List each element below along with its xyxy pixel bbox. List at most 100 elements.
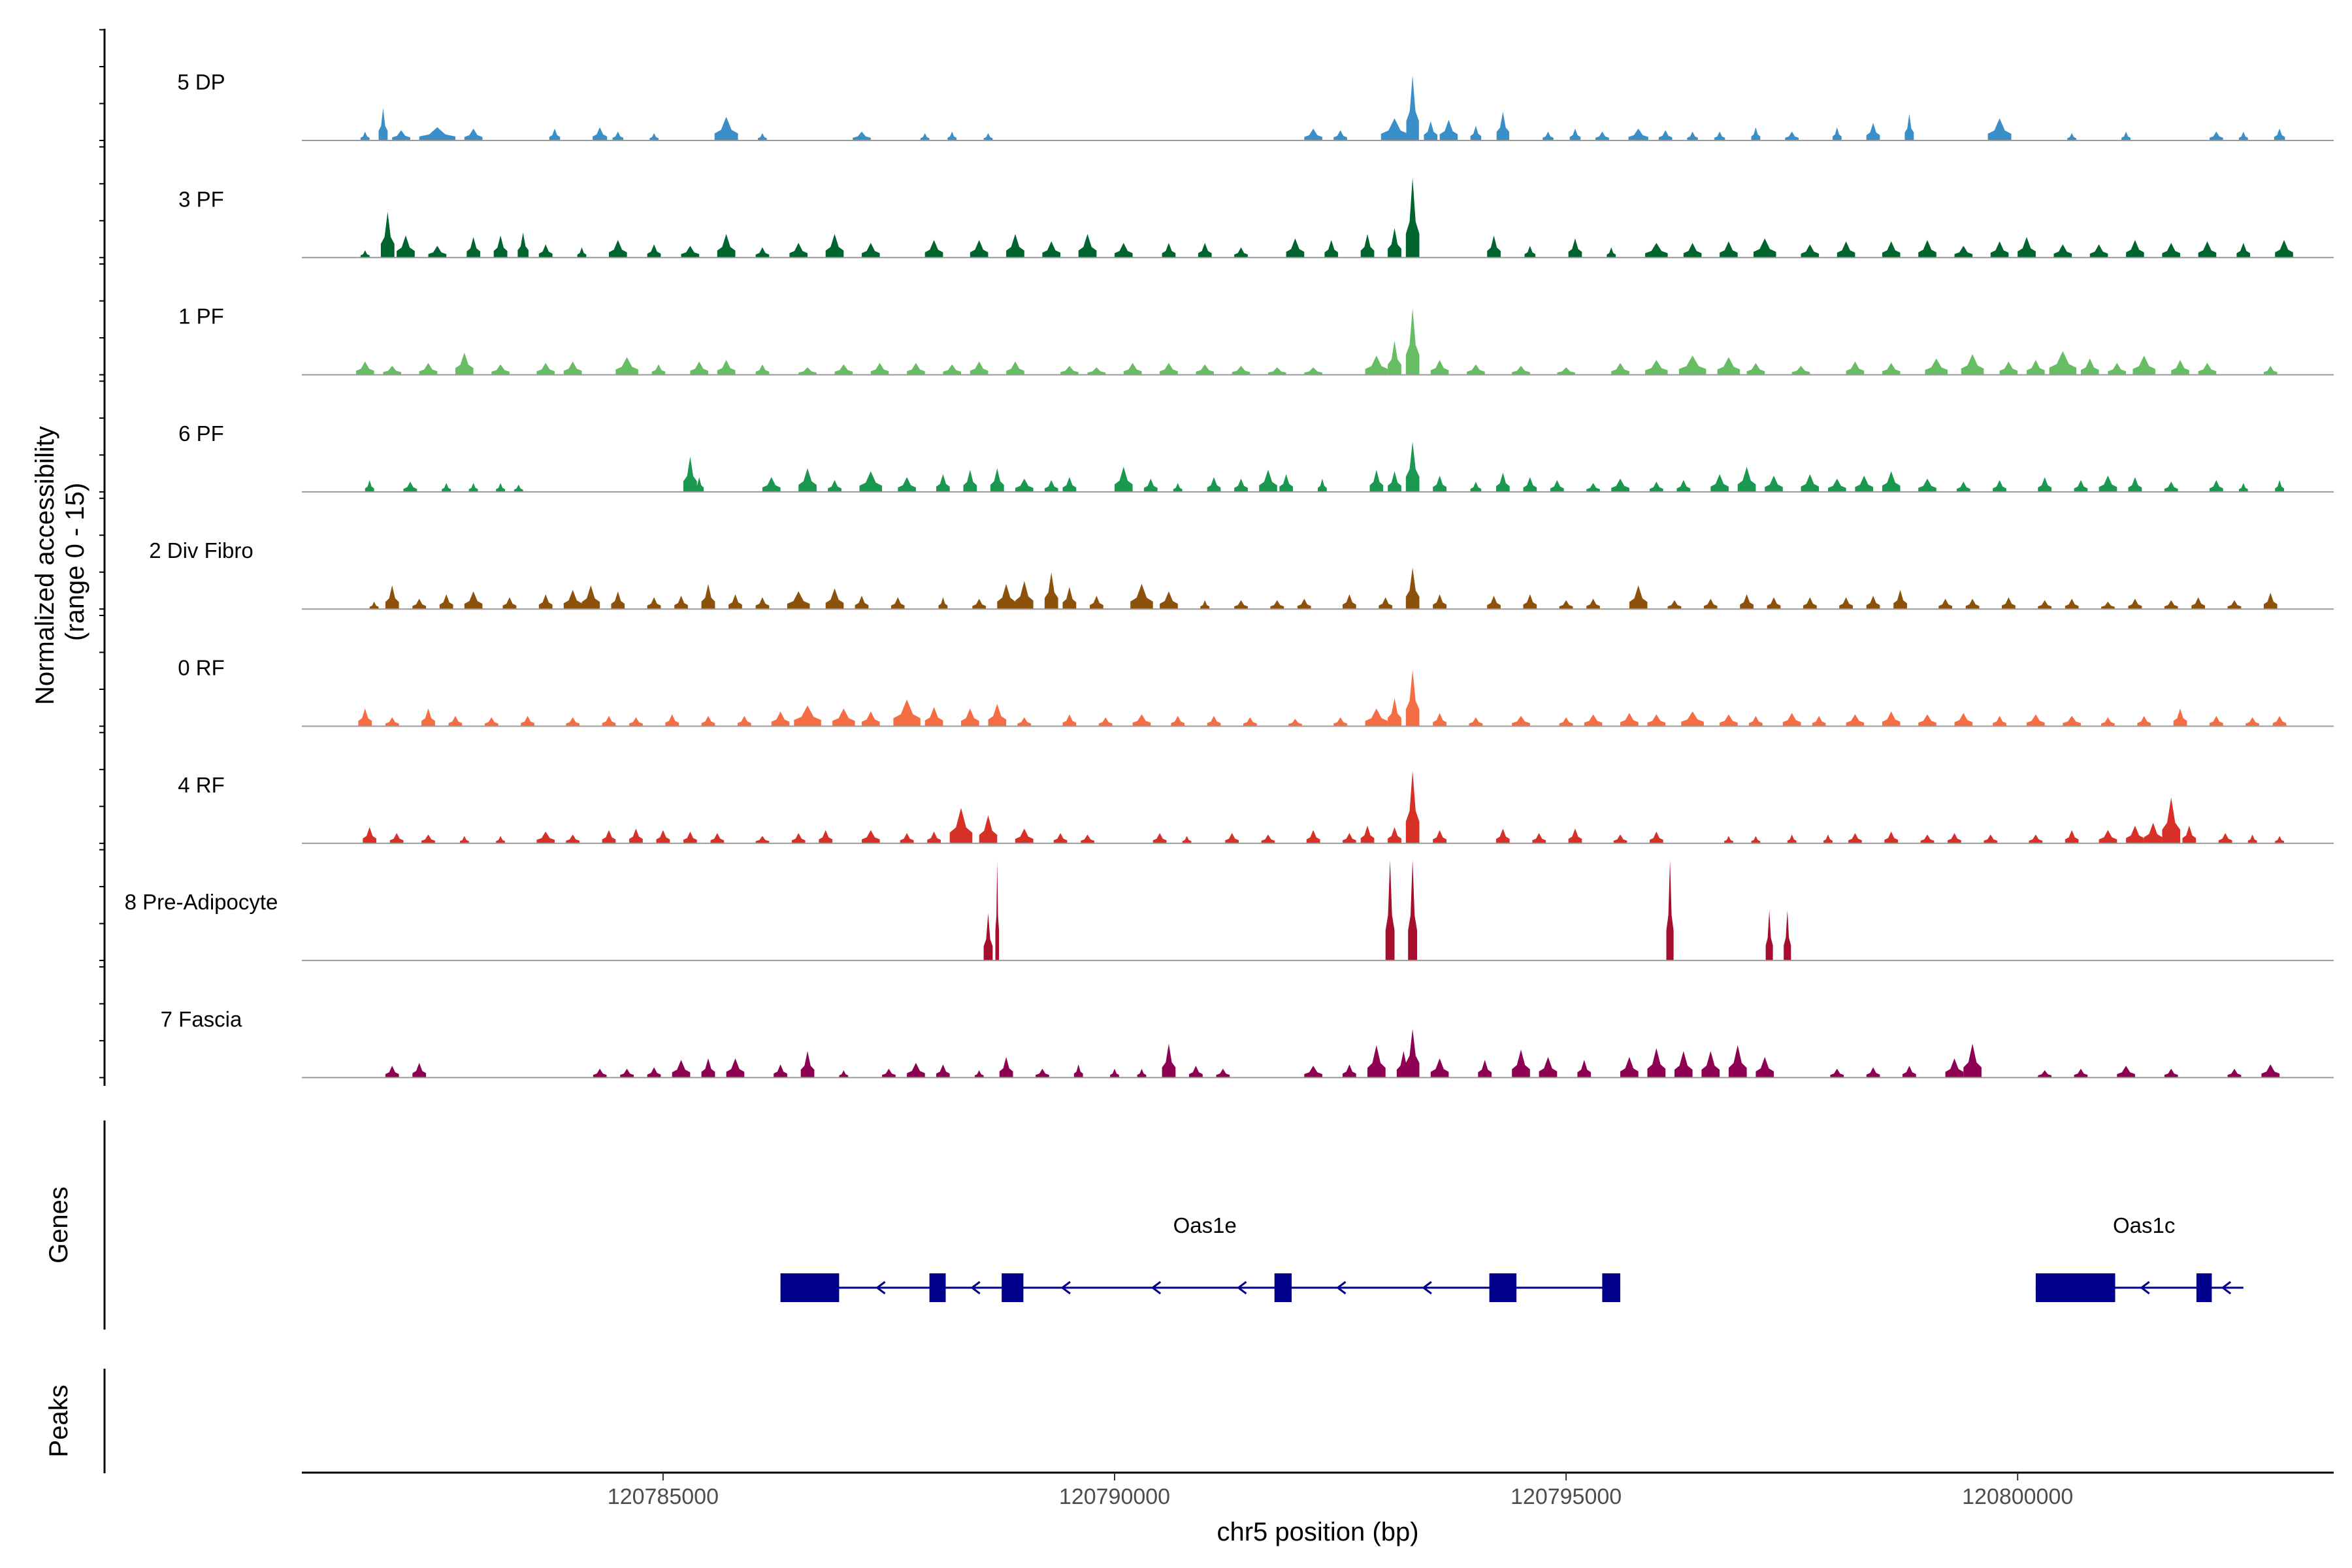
coverage-peak [1405, 670, 1420, 727]
coverage-peak [1710, 474, 1729, 492]
coverage-peak [1365, 355, 1388, 375]
coverage-peak [920, 133, 930, 140]
coverage-peak [2065, 598, 2079, 610]
coverage-peak [717, 360, 736, 375]
coverage-peak [1586, 483, 1600, 492]
coverage-peak [936, 1064, 950, 1078]
coverage-peak [787, 591, 810, 610]
coverage-peak [2275, 240, 2293, 258]
y-axis-title: Normalized accessibility (range 0 - 15) [31, 419, 90, 705]
coverage-peak [853, 131, 871, 140]
coverage-peak [970, 361, 988, 375]
strand-arrow [1237, 1281, 1247, 1295]
x-tick-label: 120800000 [1962, 1484, 2073, 1509]
coverage-peak [1044, 572, 1058, 610]
coverage-peak [1160, 591, 1178, 610]
coverage-peak [538, 594, 553, 610]
coverage-peak [961, 708, 979, 727]
coverage-peak [2263, 593, 2278, 610]
coverage-peak [1984, 834, 1998, 843]
coverage-peak [862, 711, 880, 727]
track-2-div-fibro: 2 Div Fibro [149, 538, 2334, 610]
coverage-peak [2038, 477, 2052, 492]
x-tick-label: 120795000 [1511, 1484, 1622, 1509]
coverage-peak [1577, 1060, 1592, 1078]
coverage-peak [1270, 600, 1284, 610]
coverage-peak [403, 482, 417, 492]
coverage-peak [701, 715, 715, 727]
coverage-peak [609, 240, 627, 258]
coverage-peak [2164, 600, 2178, 610]
coverage-peak [825, 234, 844, 258]
coverage-peak [1837, 241, 1855, 258]
coverage-peak [758, 133, 767, 140]
coverage-peak [1053, 833, 1068, 843]
coverage-peak [1791, 366, 1810, 375]
gene-exon [1602, 1273, 1620, 1302]
gene-exon [929, 1273, 946, 1302]
coverage-peak [995, 860, 1000, 961]
coverage-peak [1645, 360, 1668, 375]
coverage-peak [2117, 1066, 2135, 1078]
coverage-peak [1380, 118, 1409, 140]
coverage-peak [1620, 1056, 1639, 1078]
coverage-peak [455, 352, 474, 375]
coverage-peak [1182, 836, 1192, 843]
coverage-peak [1152, 833, 1167, 843]
coverage-peak [898, 477, 916, 492]
coverage-peak [647, 1067, 661, 1078]
track-label: 7 Fascia [161, 1007, 242, 1031]
coverage-peak [1543, 131, 1554, 140]
coverage-peak [1987, 118, 2012, 140]
coverage-peak [710, 833, 725, 843]
coverage-peak [1143, 478, 1158, 492]
coverage-peak [385, 717, 399, 727]
coverage-peak [1385, 860, 1395, 961]
gene-name-label: Oas1c [2113, 1213, 2175, 1237]
coverage-peak [2101, 601, 2115, 610]
coverage-peak [1115, 466, 1133, 492]
coverage-peak [701, 1058, 715, 1078]
coverage-peak [970, 240, 988, 258]
coverage-peak [1060, 366, 1079, 375]
coverage-peak [674, 595, 688, 610]
coverage-peak [1801, 474, 1820, 492]
coverage-peak [936, 474, 950, 492]
coverage-peak [665, 714, 679, 727]
coverage-peak [1006, 361, 1024, 375]
coverage-peak [1650, 482, 1663, 492]
coverage-peak [1405, 1028, 1420, 1078]
coverage-peak [825, 588, 844, 610]
coverage-peak [647, 244, 661, 258]
coverage-peak [1569, 128, 1581, 140]
coverage-peak [611, 591, 625, 610]
coverage-peak [1232, 366, 1250, 375]
coverage-peak [1015, 478, 1034, 492]
coverage-peak [385, 1066, 399, 1078]
coverage-peak [794, 705, 821, 727]
coverage-peak [2238, 483, 2248, 492]
coverage-peak [620, 1068, 634, 1078]
coverage-peak [2128, 477, 2142, 492]
coverage-peak [2164, 482, 2178, 492]
coverage-peak [1360, 825, 1375, 843]
coverage-peak [1512, 1049, 1530, 1078]
coverage-peak [1405, 442, 1420, 492]
track-4-rf: 4 RF [178, 771, 2334, 844]
coverage-peak [1920, 834, 1935, 843]
coverage-peak [1279, 474, 1293, 492]
track-8-pre-adipocyte: 8 Pre-Adipocyte [125, 860, 2334, 962]
track-6-pf: 6 PF [178, 421, 2334, 493]
coverage-peak [1866, 122, 1880, 140]
coverage-peak [2038, 1070, 2052, 1078]
coverage-peak [1015, 581, 1034, 610]
coverage-peak [1737, 466, 1756, 492]
coverage-peak [593, 127, 608, 140]
coverage-peak [1703, 598, 1718, 610]
coverage-peak [1751, 127, 1761, 140]
coverage-peak [2099, 476, 2117, 492]
coverage-peak [2126, 240, 2144, 258]
coverage-peak [1388, 698, 1401, 727]
coverage-peak [428, 246, 447, 258]
coverage-peak [419, 363, 438, 375]
